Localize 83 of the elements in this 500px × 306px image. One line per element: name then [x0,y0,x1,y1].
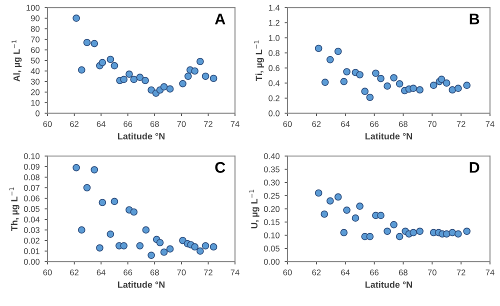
y-tick-label: 0.01 [24,248,40,254]
y-tick-label: 0.40 [264,153,280,160]
x-tick-label: 60 [283,121,292,127]
y-tick-label: 30 [30,78,40,85]
y-tick-label: 0.0 [268,110,280,116]
y-tick-label: 0.2 [268,95,280,102]
x-tick-label: 68 [150,269,159,276]
x-tick-label: 64 [341,121,350,127]
annotation: C [215,162,226,173]
x-tick-label: 70 [428,269,436,276]
x-tick-label: 74 [230,270,240,276]
x-tick-label: 72 [456,269,466,276]
x-tick-label: 72 [456,121,466,127]
y-tick-label: 0.02 [24,238,40,244]
y-tick-label: 1.4 [268,4,280,11]
y-tick-label: 0.08 [24,174,40,180]
y-axis-title: Ti, µg L$^{−1}$ [254,40,264,82]
y-tick-label: 0.06 [24,195,40,202]
annotation: A [214,14,226,24]
y-axis-title: Al, µg L$^{−1}$ [12,40,22,82]
y-tick-label: 0.25 [264,192,280,199]
y-tick-label: 0.35 [264,166,280,172]
y-tick-label: 0.6 [268,65,280,72]
x-tick-label: 74 [230,121,240,127]
x-tick-label: 72 [204,269,212,276]
y-tick-label: 40 [30,68,40,74]
y-axis-title: Th, µg L$^{−1}$ [9,187,20,231]
x-tick-label: 64 [96,121,106,127]
x-tick-label: 66 [124,269,132,276]
x-tick-label: 62 [312,121,321,127]
annotation: D [470,162,480,173]
y-tick-label: 90 [30,15,40,22]
x-tick-label: 66 [124,121,132,127]
x-tick-label: 68 [399,269,408,276]
y-tick-label: 0 [36,110,40,116]
y-tick-label: 0.07 [24,184,40,191]
x-tick-label: 60 [283,269,292,276]
y-tick-label: 50 [30,58,40,64]
annotation: B [470,14,480,24]
x-tick-label: 62 [312,269,321,276]
x-tick-label: 72 [204,121,212,127]
x-tick-label: 74 [486,121,494,127]
y-tick-label: 0.20 [264,206,280,212]
y-tick-label: 0.10 [24,153,40,160]
y-tick-label: 0.00 [264,258,280,265]
y-tick-label: 0.30 [264,180,280,186]
x-tick-label: 66 [370,121,379,127]
x-tick-label: 62 [70,269,78,276]
y-tick-label: 70 [31,36,40,42]
x-tick-label: 64 [96,269,106,276]
x-axis-title: Latitude °N [365,132,412,140]
y-tick-label: 0.04 [24,216,40,223]
y-tick-label: 1.2 [268,20,280,26]
y-tick-label: 0.10 [264,232,280,238]
y-tick-label: 1.0 [268,35,280,41]
x-axis-title: Latitude °N [118,281,165,288]
x-axis-title: Latitude °N [118,132,165,140]
y-axis-title: U, µg L$^{−1}$ [249,190,260,228]
x-tick-label: 74 [486,270,494,276]
y-tick-label: 0.4 [268,80,280,86]
y-tick-label: 0.00 [24,258,40,265]
x-tick-label: 64 [341,269,350,276]
y-tick-label: 0.03 [24,227,40,234]
x-tick-label: 66 [370,269,379,276]
x-axis-title: Latitude °N [365,281,412,288]
y-tick-label: 0.05 [24,206,40,212]
y-tick-label: 0.05 [264,246,280,252]
x-tick-label: 62 [70,121,78,127]
y-tick-label: 20 [31,89,40,96]
y-tick-label: 0.15 [264,219,280,226]
y-tick-label: 0.8 [268,50,280,56]
x-tick-label: 70 [428,121,436,127]
y-tick-label: 60 [31,47,40,53]
x-tick-label: 68 [150,121,159,127]
x-tick-label: 60 [43,269,52,276]
x-tick-label: 70 [177,121,186,127]
y-tick-label: 100 [26,4,40,11]
x-tick-label: 68 [399,121,408,127]
y-tick-label: 80 [30,26,40,32]
y-tick-label: 10 [31,100,40,106]
x-tick-label: 70 [177,269,186,276]
y-tick-label: 0.09 [24,164,40,170]
x-tick-label: 60 [43,121,52,127]
